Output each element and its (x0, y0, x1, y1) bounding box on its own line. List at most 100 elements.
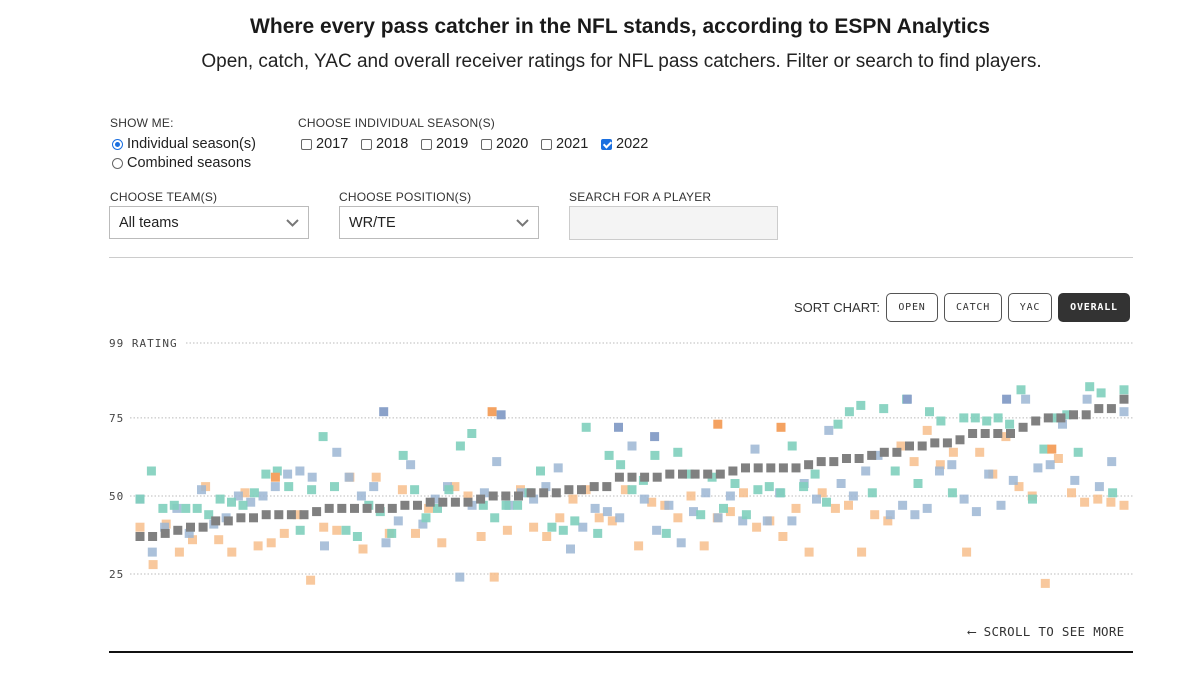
sort-open-button[interactable]: OPEN (886, 293, 938, 322)
open-rating-point[interactable] (925, 407, 934, 417)
catch-rating-point[interactable] (320, 541, 329, 551)
yac-rating-point[interactable] (870, 510, 880, 520)
overall-rating-point[interactable] (1043, 413, 1053, 423)
highlight-point[interactable] (1002, 394, 1012, 404)
yac-rating-point[interactable] (1093, 494, 1103, 504)
yac-rating-point[interactable] (135, 522, 145, 532)
yac-rating-point[interactable] (1067, 488, 1076, 498)
open-rating-point[interactable] (192, 503, 202, 513)
catch-rating-point[interactable] (393, 516, 403, 526)
yac-rating-point[interactable] (739, 488, 748, 498)
open-rating-point[interactable] (581, 422, 591, 432)
overall-rating-point[interactable] (135, 532, 145, 541)
yac-rating-point[interactable] (922, 425, 932, 435)
overall-rating-point[interactable] (274, 510, 284, 520)
yac-rating-point[interactable] (896, 441, 906, 451)
open-rating-point[interactable] (181, 503, 191, 513)
highlight-point[interactable] (496, 410, 506, 420)
overall-rating-point[interactable] (1006, 429, 1015, 438)
overall-rating-point[interactable] (488, 491, 498, 501)
open-rating-point[interactable] (135, 494, 145, 504)
highlight-point[interactable] (776, 422, 786, 432)
open-rating-point[interactable] (490, 513, 500, 523)
yac-rating-point[interactable] (240, 488, 250, 498)
overall-rating-point[interactable] (413, 500, 422, 510)
overall-rating-point[interactable] (526, 488, 536, 498)
yac-rating-point[interactable] (673, 513, 683, 523)
overall-rating-point[interactable] (614, 472, 624, 482)
open-rating-point[interactable] (421, 513, 431, 523)
overall-rating-point[interactable] (438, 497, 448, 507)
overall-rating-point[interactable] (766, 463, 776, 473)
open-rating-point[interactable] (1062, 410, 1072, 420)
catch-rating-point[interactable] (959, 494, 969, 504)
open-rating-point[interactable] (616, 460, 626, 470)
overall-rating-point[interactable] (715, 469, 725, 479)
open-rating-point[interactable] (890, 466, 900, 476)
yac-rating-point[interactable] (397, 485, 407, 495)
overall-rating-point[interactable] (312, 507, 322, 517)
overall-rating-point[interactable] (753, 463, 763, 473)
overall-rating-point[interactable] (476, 494, 486, 504)
open-rating-point[interactable] (1085, 382, 1095, 392)
open-rating-point[interactable] (272, 466, 282, 476)
overall-rating-point[interactable] (1081, 410, 1091, 420)
overall-rating-point[interactable] (867, 450, 877, 460)
overall-rating-point[interactable] (741, 463, 750, 473)
yac-rating-point[interactable] (174, 547, 184, 557)
checkbox-icon[interactable] (361, 138, 372, 150)
open-rating-point[interactable] (169, 500, 179, 510)
catch-rating-point[interactable] (898, 500, 908, 510)
overall-rating-point[interactable] (879, 447, 889, 457)
catch-rating-point[interactable] (307, 472, 317, 482)
overall-rating-point[interactable] (1094, 404, 1104, 414)
overall-rating-point[interactable] (652, 472, 662, 482)
overall-rating-point[interactable] (778, 463, 788, 473)
season-2022-checkbox[interactable]: 2022 (601, 136, 661, 152)
catch-rating-point[interactable] (664, 500, 674, 510)
open-rating-point[interactable] (398, 450, 408, 460)
catch-rating-point[interactable] (627, 441, 637, 451)
yac-rating-point[interactable] (752, 522, 762, 532)
catch-rating-point[interactable] (356, 491, 366, 501)
open-rating-point[interactable] (1096, 388, 1106, 398)
open-rating-point[interactable] (604, 450, 614, 460)
open-rating-point[interactable] (684, 469, 694, 479)
open-rating-point[interactable] (844, 407, 854, 417)
open-rating-point[interactable] (947, 488, 957, 498)
catch-rating-point[interactable] (529, 494, 539, 504)
open-rating-point[interactable] (753, 485, 763, 495)
open-rating-point[interactable] (455, 441, 465, 451)
yac-rating-point[interactable] (699, 541, 709, 551)
yac-rating-point[interactable] (883, 516, 893, 526)
yac-rating-point[interactable] (502, 525, 512, 535)
yac-rating-point[interactable] (844, 500, 853, 510)
checkbox-icon[interactable] (601, 138, 612, 150)
open-rating-point[interactable] (249, 488, 259, 498)
yac-rating-point[interactable] (476, 532, 486, 541)
open-rating-point[interactable] (547, 522, 557, 532)
overall-rating-point[interactable] (362, 503, 372, 513)
catch-rating-point[interactable] (750, 444, 760, 454)
open-rating-point[interactable] (330, 482, 339, 492)
yac-rating-point[interactable] (463, 491, 473, 501)
yac-rating-point[interactable] (581, 485, 591, 495)
overall-rating-point[interactable] (968, 429, 978, 438)
overall-rating-point[interactable] (173, 525, 183, 535)
overall-rating-point[interactable] (791, 463, 801, 473)
catch-rating-point[interactable] (602, 507, 612, 517)
overall-rating-point[interactable] (375, 503, 385, 513)
yac-rating-point[interactable] (306, 575, 316, 585)
open-rating-point[interactable] (719, 503, 728, 513)
catch-rating-point[interactable] (615, 513, 625, 523)
overall-rating-point[interactable] (261, 510, 271, 520)
open-rating-point[interactable] (536, 466, 545, 476)
radio-button-icon[interactable] (112, 157, 123, 169)
open-rating-point[interactable] (1073, 447, 1083, 457)
yac-rating-point[interactable] (371, 472, 381, 482)
catch-rating-point[interactable] (971, 507, 981, 517)
overall-rating-point[interactable] (299, 510, 309, 520)
open-rating-point[interactable] (215, 494, 225, 504)
overall-rating-point[interactable] (400, 500, 410, 510)
overall-rating-point[interactable] (917, 441, 927, 451)
